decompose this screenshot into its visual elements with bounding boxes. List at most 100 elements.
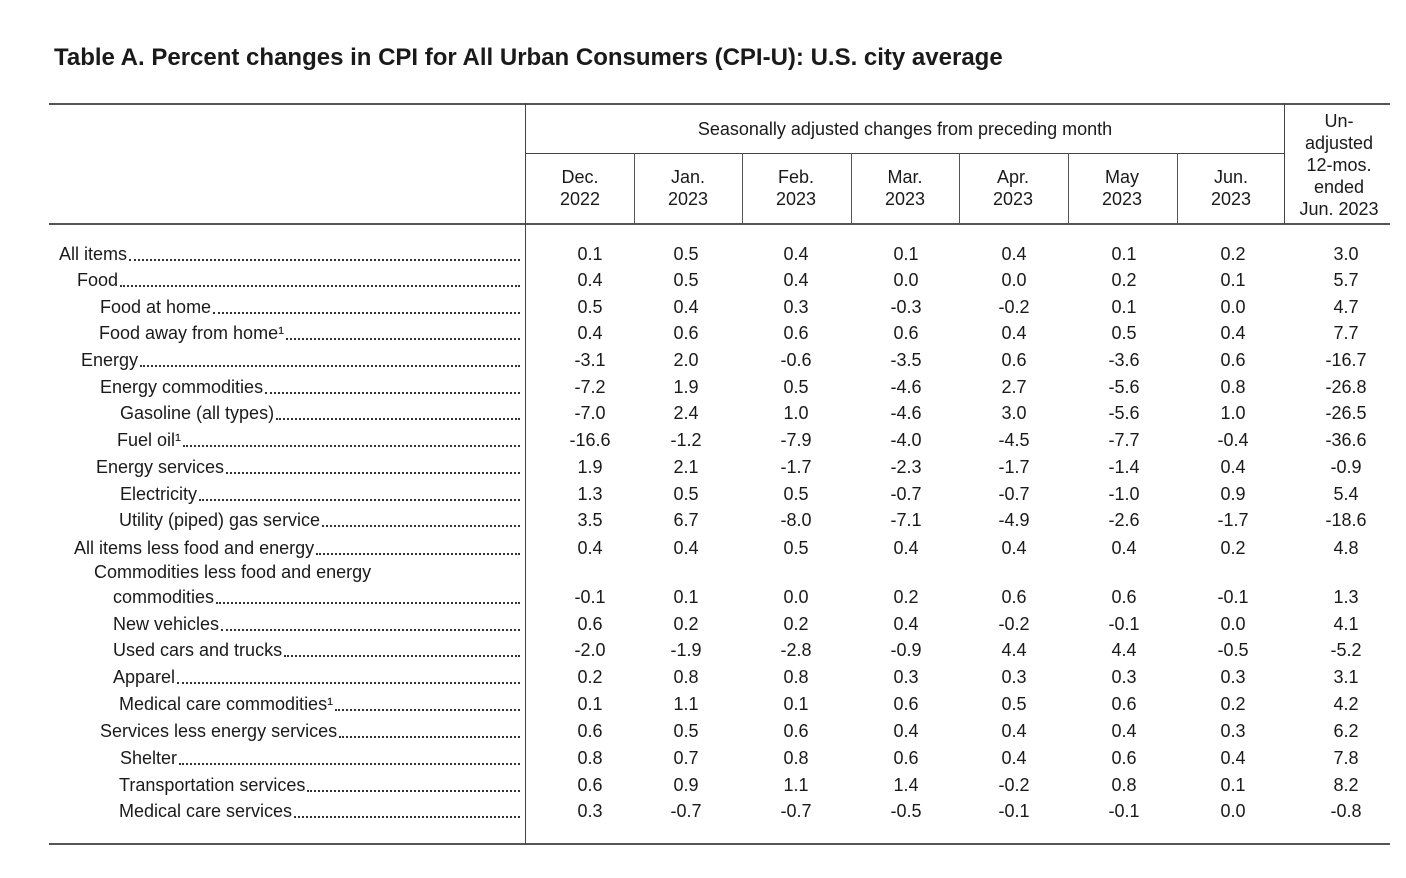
unadjusted-value-cell: -16.7 <box>1325 350 1367 370</box>
leader-dots <box>307 790 520 792</box>
value-cell: 2.0 <box>673 350 699 370</box>
value-cell: -8.0 <box>780 510 812 530</box>
value-cell: 0.4 <box>783 270 809 290</box>
value-cell: -16.6 <box>569 430 611 450</box>
row-label: Medical care services <box>119 801 293 821</box>
value-cell: -7.9 <box>780 430 812 450</box>
value-cell: 0.9 <box>1220 484 1246 504</box>
value-cell: 0.4 <box>893 538 919 558</box>
value-cell: 0.3 <box>1220 721 1246 741</box>
value-cell: -1.4 <box>1108 457 1140 477</box>
value-cell: 0.7 <box>673 748 699 768</box>
column-header-2: Feb. 2023 <box>775 167 817 209</box>
value-cell: 0.4 <box>1111 721 1137 741</box>
column-header-5: May 2023 <box>1101 167 1143 209</box>
row-label-line1: Commodities less food and energy <box>94 562 372 582</box>
value-cell: -1.7 <box>998 457 1030 477</box>
leader-dots <box>276 418 520 420</box>
leader-dots <box>265 392 520 394</box>
value-cell: 0.2 <box>1220 538 1246 558</box>
row-label: Transportation services <box>119 775 306 795</box>
column-header-0: Dec. 2022 <box>559 167 601 209</box>
value-cell: 0.0 <box>1220 801 1246 821</box>
leader-dots <box>286 338 520 340</box>
value-cell: 2.7 <box>1001 377 1027 397</box>
value-cell: 0.4 <box>783 244 809 264</box>
value-cell: 0.2 <box>783 614 809 634</box>
value-cell: 0.4 <box>1220 323 1246 343</box>
leader-dots <box>284 655 520 657</box>
value-cell: 0.8 <box>783 667 809 687</box>
row-label: Food at home <box>100 297 212 317</box>
value-cell: 0.5 <box>783 377 809 397</box>
value-cell: 0.0 <box>893 270 919 290</box>
column-divider <box>1068 153 1069 223</box>
bottom-rule <box>49 843 1390 845</box>
value-cell: 0.2 <box>1111 270 1137 290</box>
seasonally-adjusted-header: Seasonally adjusted changes from precedi… <box>697 119 1113 139</box>
unadjusted-value-cell: 3.0 <box>1333 244 1359 264</box>
value-cell: 0.6 <box>893 323 919 343</box>
value-cell: 0.5 <box>1001 694 1027 714</box>
value-cell: 0.6 <box>673 323 699 343</box>
value-cell: 0.4 <box>577 538 603 558</box>
row-label: Used cars and trucks <box>113 640 283 660</box>
value-cell: 0.1 <box>1111 244 1137 264</box>
value-cell: -5.6 <box>1108 377 1140 397</box>
value-cell: -0.1 <box>1217 587 1249 607</box>
value-cell: 0.8 <box>577 748 603 768</box>
value-cell: -0.5 <box>1217 640 1249 660</box>
value-cell: 0.2 <box>577 667 603 687</box>
value-cell: -4.6 <box>890 377 922 397</box>
row-label: Apparel <box>113 667 176 687</box>
value-cell: 0.2 <box>673 614 699 634</box>
value-cell: 0.8 <box>673 667 699 687</box>
value-cell: -0.7 <box>998 484 1030 504</box>
value-cell: 0.1 <box>577 244 603 264</box>
column-divider <box>742 153 743 223</box>
value-cell: 0.4 <box>1220 748 1246 768</box>
leader-dots <box>316 553 520 555</box>
value-cell: -5.6 <box>1108 403 1140 423</box>
value-cell: 0.1 <box>577 694 603 714</box>
value-cell: -0.1 <box>998 801 1030 821</box>
leader-dots <box>179 763 520 765</box>
top-rule <box>49 103 1390 105</box>
value-cell: 0.1 <box>783 694 809 714</box>
value-cell: 0.6 <box>893 748 919 768</box>
row-label: All items less food and energy <box>74 538 315 558</box>
value-cell: 3.5 <box>577 510 603 530</box>
leader-dots <box>226 472 520 474</box>
row-label: Energy services <box>96 457 225 477</box>
unadjusted-value-cell: 7.7 <box>1333 323 1359 343</box>
value-cell: 0.5 <box>1111 323 1137 343</box>
value-cell: 0.3 <box>783 297 809 317</box>
column-header-1: Jan. 2023 <box>667 167 709 209</box>
value-cell: 0.5 <box>577 297 603 317</box>
value-cell: 0.3 <box>1220 667 1246 687</box>
column-divider <box>959 153 960 223</box>
leader-dots <box>339 736 520 738</box>
value-cell: -0.4 <box>1217 430 1249 450</box>
value-cell: 0.6 <box>1001 587 1027 607</box>
unadjusted-value-cell: -0.9 <box>1330 457 1362 477</box>
unadjusted-value-cell: -0.8 <box>1330 801 1362 821</box>
value-cell: -1.9 <box>670 640 702 660</box>
value-cell: -7.2 <box>574 377 606 397</box>
row-label: Services less energy services <box>100 721 338 741</box>
value-cell: 0.4 <box>577 270 603 290</box>
leader-dots <box>129 259 520 261</box>
unadjusted-value-cell: -26.5 <box>1325 403 1367 423</box>
value-cell: -3.1 <box>574 350 606 370</box>
row-label: Medical care commodities¹ <box>119 694 334 714</box>
value-cell: 0.4 <box>893 614 919 634</box>
value-cell: 1.3 <box>577 484 603 504</box>
group-header-rule <box>526 153 1284 154</box>
value-cell: -1.2 <box>670 430 702 450</box>
value-cell: 0.9 <box>673 775 699 795</box>
value-cell: -2.0 <box>574 640 606 660</box>
leader-dots <box>183 445 520 447</box>
value-cell: 0.1 <box>1220 775 1246 795</box>
value-cell: 0.6 <box>577 775 603 795</box>
value-cell: 0.4 <box>1001 244 1027 264</box>
